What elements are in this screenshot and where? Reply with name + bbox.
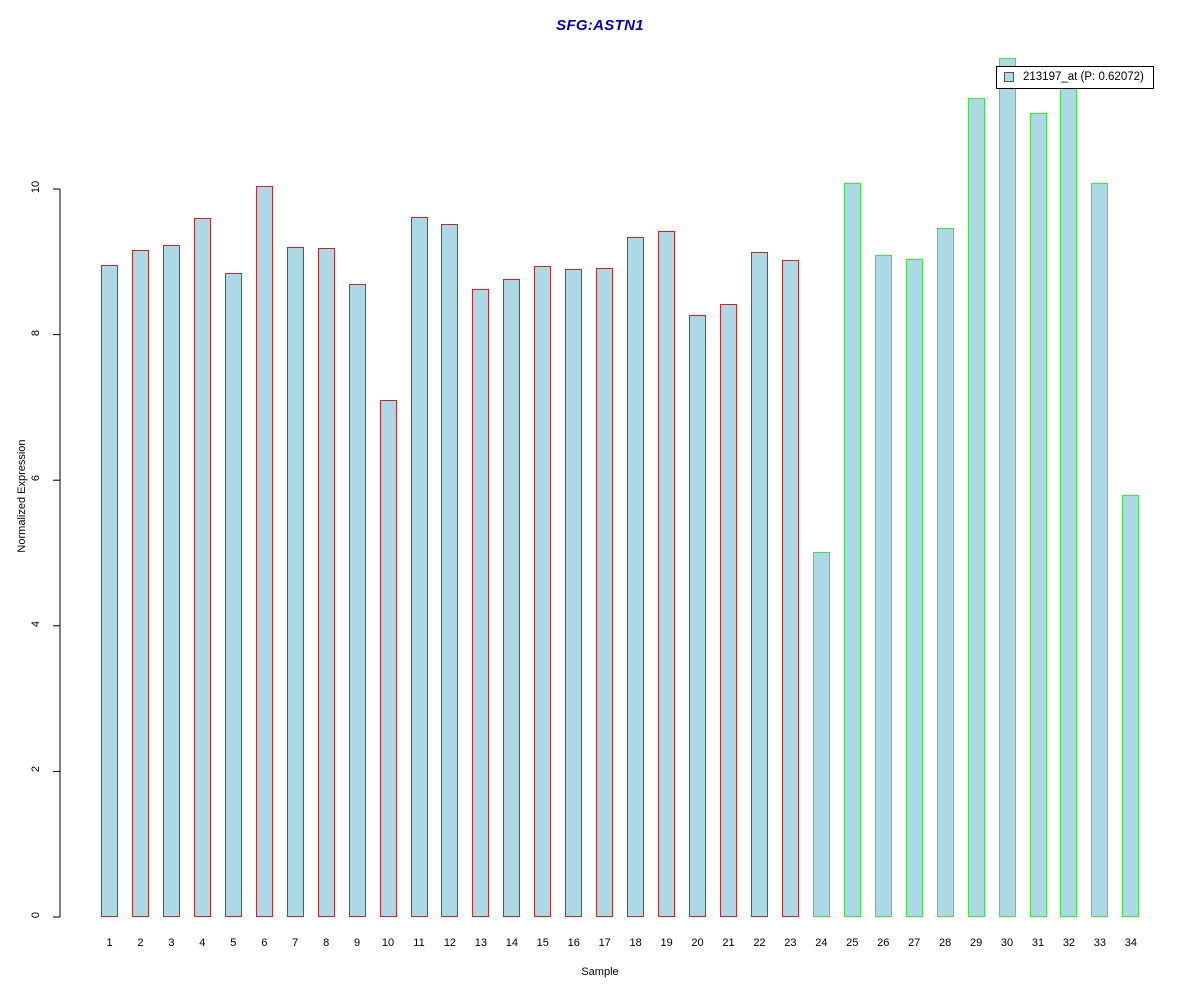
x-tick-label-32: 32 [1062, 937, 1076, 949]
x-tick-label-1: 1 [106, 937, 113, 949]
x-tick-label-14: 14 [505, 937, 518, 949]
y-tick-label-8: 8 [30, 329, 42, 336]
x-tick-label-2: 2 [137, 937, 144, 949]
y-tick-label-2: 2 [30, 766, 42, 773]
x-tick-label-28: 28 [939, 937, 952, 949]
y-tick-label-6: 6 [30, 475, 42, 482]
x-tick-label-23: 23 [784, 937, 797, 949]
x-tick-label-13: 13 [474, 937, 488, 949]
bar-sample-17[interactable] [596, 267, 614, 917]
y-tick-label-4: 4 [30, 620, 42, 627]
x-tick-label-8: 8 [323, 937, 330, 949]
bar-sample-14[interactable] [503, 279, 521, 917]
bar-sample-29[interactable] [967, 98, 985, 917]
x-tick-label-29: 29 [969, 937, 983, 949]
x-tick-label-11: 11 [413, 937, 425, 949]
bar-sample-3[interactable] [162, 245, 180, 917]
bar-sample-32[interactable] [1060, 66, 1078, 917]
x-axis-title: Sample [581, 966, 619, 978]
legend-label: 213197_at (P: 0.62072) [1023, 71, 1144, 83]
bar-sample-11[interactable] [410, 216, 428, 917]
x-tick-label-24: 24 [815, 937, 828, 949]
plot-area [60, 40, 1180, 920]
bar-sample-6[interactable] [255, 186, 273, 917]
bar-sample-9[interactable] [348, 283, 366, 917]
x-tick-label-22: 22 [753, 937, 766, 949]
x-tick-label-3: 3 [168, 937, 175, 949]
y-tick-label-10: 10 [30, 180, 42, 194]
x-tick-label-33: 33 [1093, 937, 1107, 949]
x-tick-label-18: 18 [629, 937, 642, 949]
bar-sample-2[interactable] [131, 250, 149, 917]
bar-sample-25[interactable] [843, 183, 861, 917]
bar-sample-28[interactable] [936, 227, 954, 917]
bar-sample-5[interactable] [224, 272, 242, 917]
y-axis-title: Normalized Expression [16, 439, 28, 553]
bar-sample-26[interactable] [874, 254, 892, 917]
chart-title: SFG:ASTN1 [556, 17, 644, 34]
x-tick-label-9: 9 [354, 937, 361, 949]
x-tick-label-30: 30 [1000, 937, 1014, 949]
bar-sample-27[interactable] [905, 258, 923, 917]
x-tick-label-16: 16 [567, 937, 580, 949]
legend[interactable]: 213197_at (P: 0.62072) [996, 66, 1154, 89]
bar-sample-30[interactable] [998, 57, 1016, 917]
bar-sample-19[interactable] [658, 230, 676, 917]
x-tick-label-10: 10 [381, 937, 395, 949]
bar-sample-21[interactable] [720, 304, 737, 917]
bar-sample-20[interactable] [689, 314, 707, 917]
bar-sample-34[interactable] [1122, 494, 1140, 917]
bar-sample-13[interactable] [472, 288, 490, 917]
bars-layer [60, 40, 1180, 920]
legend-swatch-icon [1004, 72, 1014, 82]
y-tick-label-0: 0 [30, 911, 42, 919]
bar-sample-4[interactable] [193, 218, 211, 917]
bar-sample-8[interactable] [317, 247, 335, 917]
bar-sample-24[interactable] [812, 551, 830, 917]
x-tick-label-17: 17 [598, 937, 611, 949]
x-tick-label-6: 6 [261, 937, 268, 949]
bar-sample-1[interactable] [101, 264, 118, 917]
bar-sample-31[interactable] [1029, 112, 1047, 917]
bar-sample-12[interactable] [441, 223, 459, 917]
x-tick-label-12: 12 [443, 937, 457, 949]
x-tick-label-20: 20 [691, 937, 704, 949]
x-tick-label-31: 31 [1031, 937, 1045, 949]
x-tick-label-34: 34 [1124, 937, 1137, 949]
x-tick-label-7: 7 [292, 937, 299, 949]
bar-sample-15[interactable] [534, 266, 552, 917]
x-tick-label-19: 19 [660, 937, 673, 949]
bar-sample-33[interactable] [1091, 183, 1109, 917]
x-tick-label-21: 21 [722, 937, 735, 949]
bar-sample-23[interactable] [781, 259, 799, 917]
bar-sample-16[interactable] [565, 269, 583, 917]
x-tick-label-27: 27 [908, 937, 921, 949]
x-tick-label-26: 26 [877, 937, 890, 949]
bar-sample-22[interactable] [750, 251, 768, 917]
x-tick-label-15: 15 [536, 937, 549, 949]
bar-sample-18[interactable] [627, 237, 645, 917]
x-tick-label-5: 5 [230, 937, 237, 949]
bar-sample-7[interactable] [286, 246, 304, 917]
x-tick-label-25: 25 [846, 937, 859, 949]
bar-sample-10[interactable] [379, 400, 397, 917]
x-tick-label-4: 4 [199, 937, 206, 949]
